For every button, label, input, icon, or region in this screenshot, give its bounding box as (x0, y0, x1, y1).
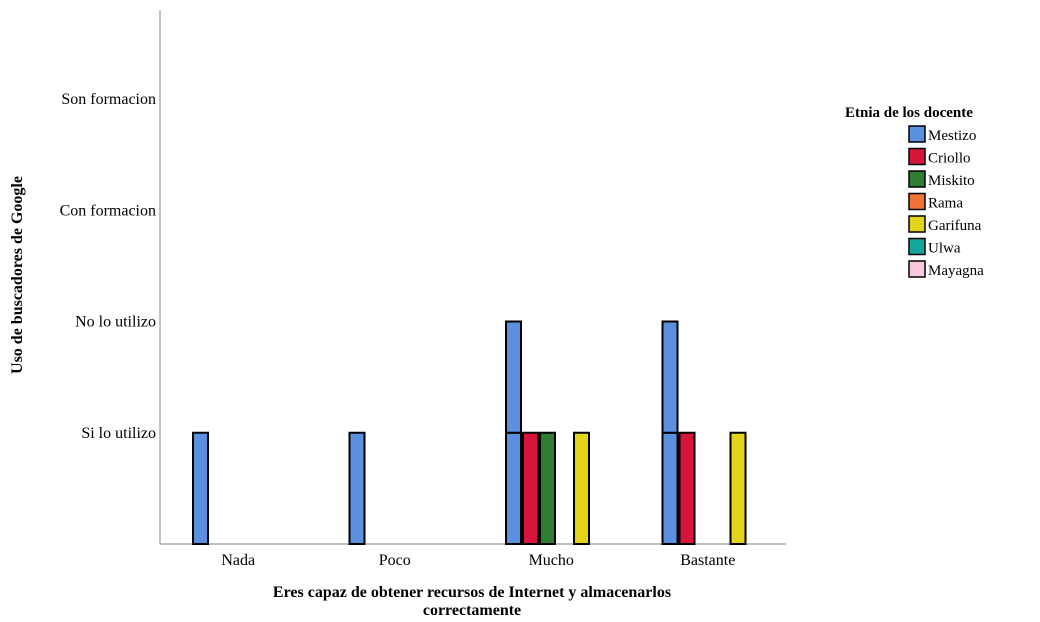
x-tick-label: Nada (221, 552, 255, 569)
bar (192, 431, 209, 545)
y-tick-label: Son formacion (61, 91, 156, 108)
legend: Etnia de los docente Mestizo Criollo Miski… (845, 105, 984, 279)
legend-label: Mayagna (928, 263, 984, 279)
bar (522, 431, 539, 545)
legend-label: Criollo (928, 151, 971, 167)
legend-label: Mestizo (928, 128, 976, 144)
x-tick-label: Mucho (529, 552, 574, 569)
legend-swatch (908, 260, 926, 278)
bar (678, 431, 696, 545)
legend-swatch (908, 237, 926, 256)
x-axis-title-line2: correctamente (423, 602, 521, 619)
bar (539, 431, 556, 545)
bar (505, 431, 522, 545)
legend-swatch (908, 215, 926, 233)
y-tick-label: No lo utilizo (75, 314, 156, 331)
legend-swatch (908, 170, 926, 188)
bar (661, 431, 679, 545)
bars (192, 320, 747, 545)
x-tick-label: Bastante (680, 552, 735, 569)
y-tick-label: Con formacion (60, 202, 156, 219)
bar (661, 320, 679, 434)
tick-labels: Si lo utilizo No lo utilizo Con formacion S… (60, 91, 736, 569)
legend-label: Garifuna (928, 218, 982, 234)
x-axis-title-line1: Eres capaz de obtener recursos de Intern… (273, 584, 671, 601)
bar (729, 431, 747, 545)
legend-label: Ulwa (928, 241, 961, 257)
bar (505, 320, 522, 434)
legend-swatch (908, 147, 926, 166)
y-tick-label: Si lo utilizo (81, 425, 156, 442)
legend-title: Etnia de los docente (845, 105, 973, 121)
legend-label: Rama (928, 196, 963, 212)
y-axis-title: Uso de buscadores de Google (9, 176, 26, 374)
x-tick-label: Poco (379, 552, 411, 569)
bar (348, 431, 366, 545)
legend-swatch (908, 125, 926, 143)
legend-swatch (908, 192, 926, 211)
legend-label: Miskito (928, 173, 975, 189)
bar (573, 431, 590, 545)
